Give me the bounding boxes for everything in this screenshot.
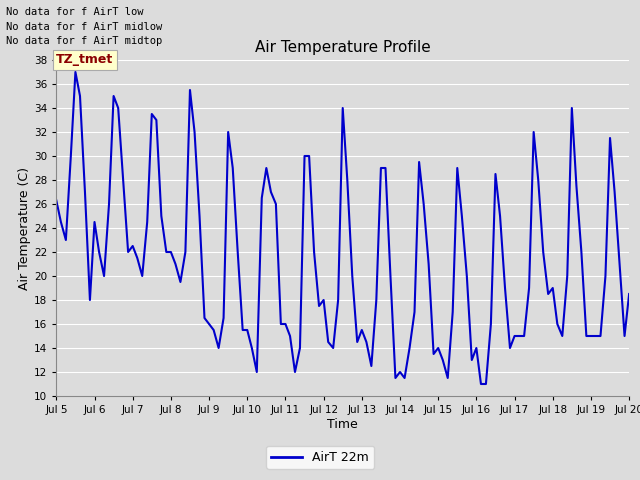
Legend: AirT 22m: AirT 22m: [266, 446, 374, 469]
Title: Air Temperature Profile: Air Temperature Profile: [255, 40, 431, 55]
Text: TZ_tmet: TZ_tmet: [56, 53, 113, 67]
X-axis label: Time: Time: [327, 418, 358, 431]
Text: No data for f AirT midtop: No data for f AirT midtop: [6, 36, 163, 46]
Text: No data for f AirT midlow: No data for f AirT midlow: [6, 22, 163, 32]
Y-axis label: Air Temperature (C): Air Temperature (C): [19, 167, 31, 289]
Text: No data for f AirT low: No data for f AirT low: [6, 7, 144, 17]
